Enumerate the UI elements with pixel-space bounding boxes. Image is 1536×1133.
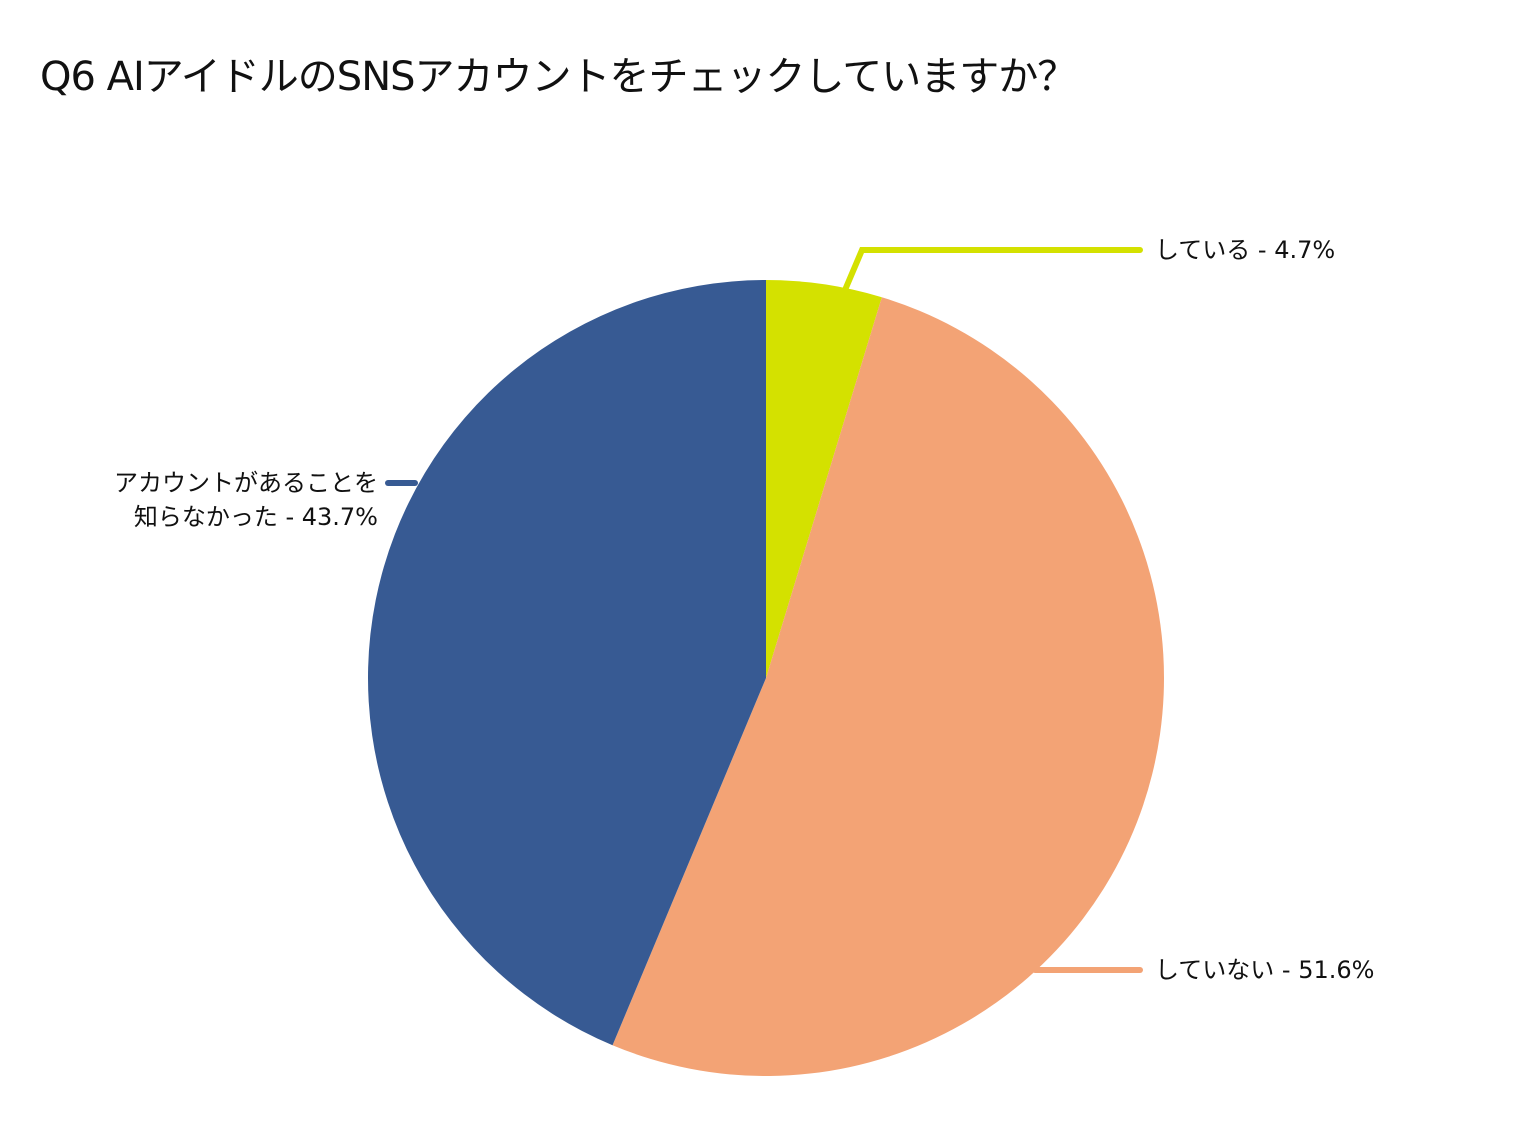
slice-label-shiteiru: している - 4.7% [1155, 236, 1336, 264]
pie-slice-shiteinai [612, 297, 1164, 1076]
pie-slice-shiteiru [766, 280, 882, 678]
slice-label-shiteinai: していない - 51.6% [1155, 956, 1375, 984]
leader-line-shiteiru [842, 247, 1143, 293]
slice-label-shiranakatta: アカウントがあることを知らなかった - 43.7% [114, 469, 378, 531]
chart-title: Q6 AIアイドルのSNSアカウントをチェックしていますか？ [40, 54, 1077, 100]
pie-slice-shiranakatta [367, 280, 766, 1046]
